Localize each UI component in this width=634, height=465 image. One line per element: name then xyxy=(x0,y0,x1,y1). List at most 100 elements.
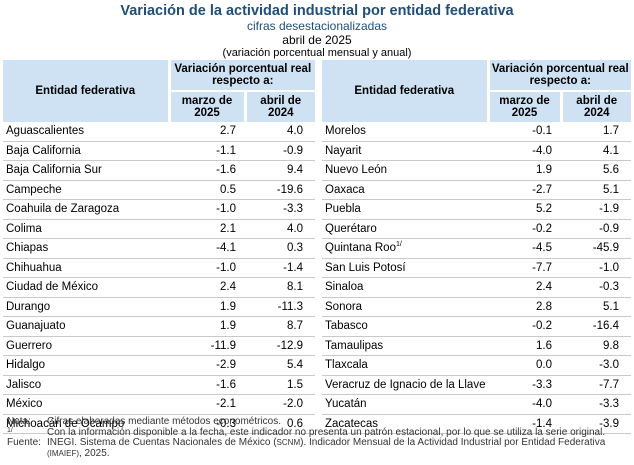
entity-name-text: Tamaulipas xyxy=(325,339,384,352)
table-row: Nayarit -4.0 4.1 xyxy=(322,141,631,161)
monthly-variation: -2.1 xyxy=(169,394,245,415)
entity-name: Ciudad de México xyxy=(3,277,169,298)
notes-section: Nota: Cifras elaboradas mediante métodos… xyxy=(7,416,632,459)
annual-variation: 5.6 xyxy=(561,160,631,181)
entity-name: Tamaulipas xyxy=(322,336,488,356)
annual-variation: -3.3 xyxy=(245,199,315,220)
entity-name: Baja California xyxy=(3,141,169,161)
entity-column-header: Entidad federativa xyxy=(322,60,490,122)
monthly-variation: 1.9 xyxy=(488,160,561,181)
entity-name: Hidalgo xyxy=(3,355,169,376)
table-row: Tlaxcala 0.0 -3.0 xyxy=(322,355,631,376)
entity-name-text: Durango xyxy=(6,300,51,313)
monthly-variation: -2.7 xyxy=(488,180,561,200)
entity-name-text: San Luis Potosí xyxy=(325,261,406,274)
monthly-variation: -11.9 xyxy=(169,336,245,356)
table-row: Nuevo León 1.9 5.6 xyxy=(322,160,631,181)
annual-variation: 5.1 xyxy=(561,297,631,317)
entity-name-text: Veracruz de Ignacio de la Llave xyxy=(325,378,486,391)
monthly-variation: 1.9 xyxy=(169,297,245,317)
table-row: Guanajuato 1.9 8.7 xyxy=(3,316,315,337)
entity-name: Aguascalientes xyxy=(3,122,169,142)
table-row: Jalisco -1.6 1.5 xyxy=(3,375,315,395)
annual-variation: -1.0 xyxy=(561,258,631,278)
entity-name-text: Sinaloa xyxy=(325,281,364,294)
annual-variation: 4.0 xyxy=(245,219,315,239)
annual-variation: -1.4 xyxy=(245,258,315,278)
report-header: Variación de la actividad industrial por… xyxy=(0,0,634,59)
footnote-mark-cell: 1/ xyxy=(7,426,47,439)
annual-variation: -0.3 xyxy=(561,277,631,298)
report-title: Variación de la actividad industrial por… xyxy=(120,3,514,19)
source-scnm: SCNM xyxy=(276,438,301,447)
source-text-a: INEGI. Sistema de Cuentas Nacionales de … xyxy=(47,437,277,448)
entity-name-text: Yucatán xyxy=(325,398,367,411)
entity-name-text: Chihuahua xyxy=(6,261,62,274)
right-table: Entidad federativa Variación porcentual … xyxy=(322,60,631,434)
table-row: Aguascalientes 2.7 4.0 xyxy=(3,122,315,142)
entity-name-text: Baja California xyxy=(6,144,81,157)
monthly-variation: 2.1 xyxy=(169,219,245,239)
annual-variation: 0.6 xyxy=(245,414,315,434)
entity-name-text: Hidalgo xyxy=(6,359,45,372)
annual-variation: 1.7 xyxy=(561,122,631,142)
monthly-variation: -1.0 xyxy=(169,258,245,278)
monthly-variation: 2.7 xyxy=(169,122,245,142)
entity-name: Chiapas xyxy=(3,238,169,259)
report-units-note: (variación porcentual mensual y anual) xyxy=(222,47,412,59)
entity-name: Sinaloa xyxy=(322,277,488,298)
table-row: San Luis Potosí -7.7 -1.0 xyxy=(322,258,631,278)
annual-variation: -3.9 xyxy=(561,414,631,434)
annual-variation: -2.0 xyxy=(245,394,315,415)
table-row: Tamaulipas 1.6 9.8 xyxy=(322,336,631,356)
table-row: Chiapas -4.1 0.3 xyxy=(3,238,315,259)
source-text-b: ). Indicador Mensual de la Actividad Ind… xyxy=(300,437,606,448)
annual-variation: -0.9 xyxy=(561,219,631,239)
table-row: Morelos -0.1 1.7 xyxy=(322,122,631,142)
table-row: Chihuahua -1.0 -1.4 xyxy=(3,258,315,278)
note-text: Cifras elaboradas mediante métodos econo… xyxy=(47,416,282,427)
table-row: Sinaloa 2.4 -0.3 xyxy=(322,277,631,298)
entity-name: Sonora xyxy=(322,297,488,317)
entity-name-text: Guerrero xyxy=(6,339,53,352)
entity-name: Oaxaca xyxy=(322,180,488,200)
table-row: Oaxaca -2.7 5.1 xyxy=(322,180,631,200)
entity-name: Quintana Roo1/ xyxy=(322,238,488,259)
variation-column-header: Variación porcentual real respecto a: xyxy=(488,60,631,92)
entity-name: Coahuila de Zaragoza xyxy=(3,199,169,220)
period1-column-header: marzo de 2025 xyxy=(488,91,563,122)
period2-column-header: abril de 2024 xyxy=(561,91,631,122)
table-row: Quintana Roo1/-4.5 -45.9 xyxy=(322,238,631,259)
entity-name-text: Baja California Sur xyxy=(6,164,102,177)
annual-variation: 8.7 xyxy=(245,316,315,337)
entity-name: Chihuahua xyxy=(3,258,169,278)
annual-variation: -0.9 xyxy=(245,141,315,161)
table-row: Baja California Sur -1.6 9.4 xyxy=(3,160,315,181)
entity-name: Durango xyxy=(3,297,169,317)
entity-name-text: Querétaro xyxy=(325,222,377,235)
entity-name-text: Coahuila de Zaragoza xyxy=(6,203,120,216)
period1-column-header: marzo de 2025 xyxy=(169,91,247,122)
monthly-variation: -0.2 xyxy=(488,316,561,337)
footnote-reference: 1/ xyxy=(395,241,402,249)
entity-name: Yucatán xyxy=(322,394,488,415)
entity-name-text: Michoacán de Ocampo xyxy=(6,417,125,430)
variation-column-header: Variación porcentual real respecto a: xyxy=(169,60,315,92)
entity-name: Zacatecas xyxy=(322,414,488,434)
annual-variation: -11.3 xyxy=(245,297,315,317)
monthly-variation: -4.1 xyxy=(169,238,245,259)
monthly-variation: -0.2 xyxy=(488,219,561,239)
entity-name: Puebla xyxy=(322,199,488,220)
monthly-variation: 1.6 xyxy=(488,336,561,356)
annual-variation: -19.6 xyxy=(245,180,315,200)
entity-name: Morelos xyxy=(322,122,488,142)
monthly-variation: 2.4 xyxy=(169,277,245,298)
entity-name-text: Puebla xyxy=(325,203,361,216)
entity-name-text: Quintana Roo xyxy=(325,242,396,255)
table-row: México -2.1 -2.0 xyxy=(3,394,315,415)
entity-name-text: Tabasco xyxy=(325,320,368,333)
footnote-mark: 1/ xyxy=(7,426,13,434)
annual-variation: -7.7 xyxy=(561,375,631,395)
table-row: Michoacán de Ocampo -0.3 0.6 xyxy=(3,414,315,434)
entity-name-text: Guanajuato xyxy=(6,320,66,333)
